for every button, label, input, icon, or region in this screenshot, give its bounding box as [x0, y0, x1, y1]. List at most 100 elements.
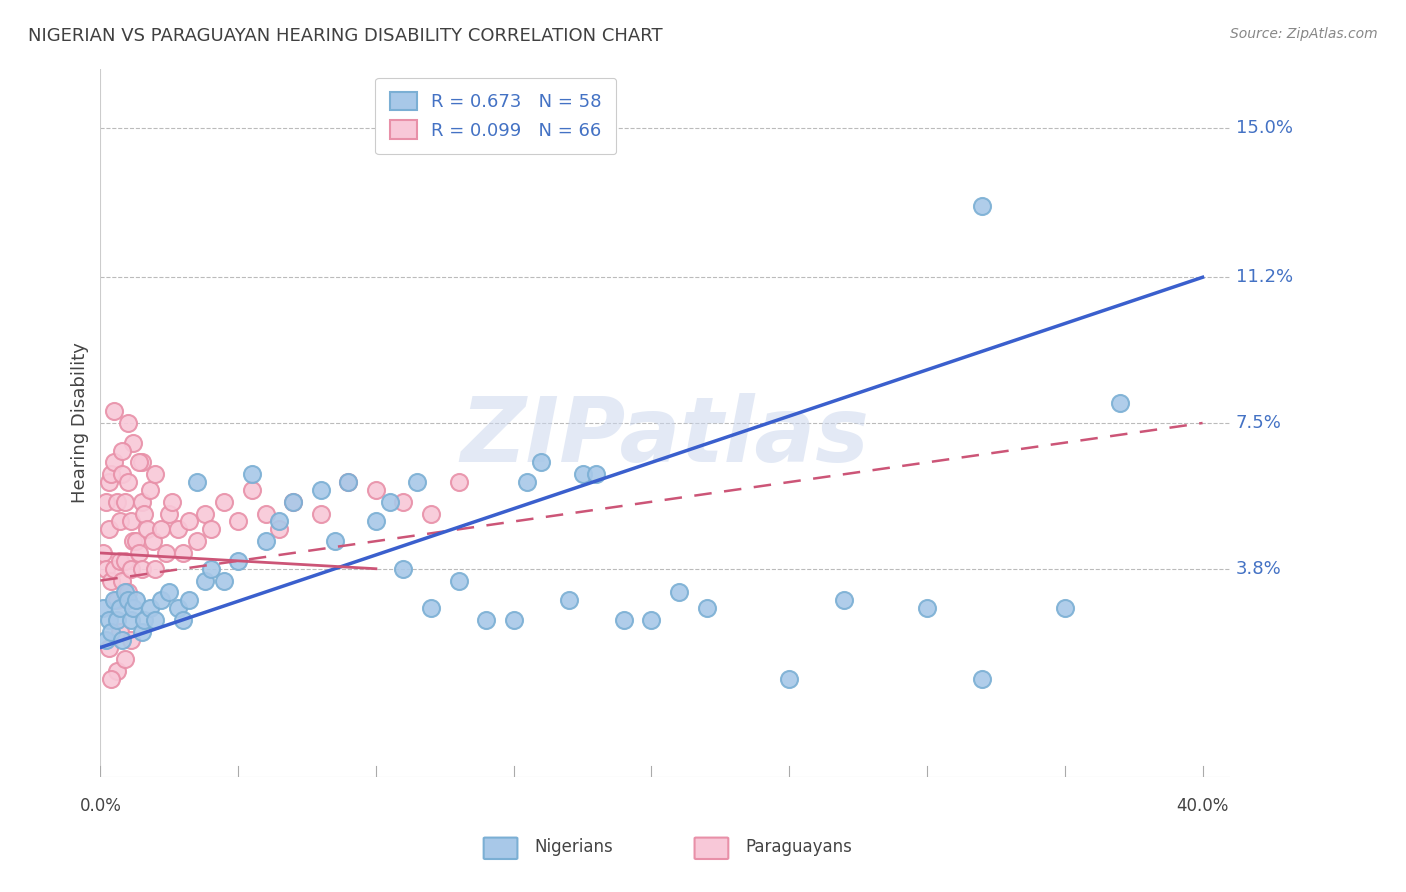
Point [214, 574, 236, 588]
Point [254, 507, 277, 521]
Point [337, 475, 360, 489]
Point [214, 495, 236, 509]
Point [240, 467, 263, 482]
Point [103, 455, 125, 469]
Point [94, 562, 117, 576]
Point [972, 199, 994, 213]
Point [834, 593, 856, 607]
Point [105, 495, 128, 509]
Point [447, 475, 470, 489]
Point [97, 522, 120, 536]
Point [186, 534, 208, 549]
Point [1053, 601, 1076, 615]
Point [145, 467, 167, 482]
Point [103, 593, 125, 607]
Point [226, 554, 249, 568]
Point [111, 574, 134, 588]
Point [194, 574, 217, 588]
Point [114, 652, 136, 666]
Point [172, 546, 194, 560]
Point [117, 416, 139, 430]
Point [157, 507, 180, 521]
Point [111, 443, 134, 458]
Point [157, 585, 180, 599]
Point [100, 672, 122, 686]
Point [149, 593, 172, 607]
Point [378, 495, 401, 509]
Point [172, 613, 194, 627]
Point [125, 534, 148, 549]
Point [269, 522, 291, 536]
Point [972, 672, 994, 686]
Point [108, 554, 131, 568]
Point [200, 522, 222, 536]
Point [309, 507, 332, 521]
Point [97, 640, 120, 655]
Point [105, 613, 128, 627]
Point [392, 562, 415, 576]
Point [145, 613, 167, 627]
Point [122, 534, 145, 549]
Point [120, 562, 142, 576]
Point [100, 574, 122, 588]
Point [105, 593, 128, 607]
Point [125, 593, 148, 607]
Point [269, 515, 291, 529]
Point [117, 593, 139, 607]
Point [131, 562, 153, 576]
Point [283, 495, 305, 509]
Point [585, 467, 607, 482]
Point [111, 467, 134, 482]
Point [668, 585, 690, 599]
Point [558, 593, 581, 607]
Point [114, 554, 136, 568]
Text: Nigerians: Nigerians [534, 838, 613, 856]
Point [97, 613, 120, 627]
Point [186, 475, 208, 489]
Point [145, 562, 167, 576]
Point [177, 593, 200, 607]
Point [117, 585, 139, 599]
Legend: R = 0.673   N = 58, R = 0.099   N = 66: R = 0.673 N = 58, R = 0.099 N = 66 [375, 78, 616, 154]
Point [155, 546, 177, 560]
Point [530, 455, 553, 469]
Point [103, 562, 125, 576]
Point [149, 522, 172, 536]
Point [447, 574, 470, 588]
Point [406, 475, 429, 489]
Point [122, 601, 145, 615]
Point [166, 522, 188, 536]
Point [200, 562, 222, 576]
Point [502, 613, 524, 627]
Point [91, 601, 114, 615]
Point [97, 475, 120, 489]
Point [120, 613, 142, 627]
Text: 40.0%: 40.0% [1177, 797, 1229, 815]
Text: 7.5%: 7.5% [1236, 414, 1281, 432]
Text: Source: ZipAtlas.com: Source: ZipAtlas.com [1230, 27, 1378, 41]
Point [392, 495, 415, 509]
Text: 0.0%: 0.0% [79, 797, 121, 815]
Point [114, 585, 136, 599]
Point [131, 495, 153, 509]
Point [778, 672, 800, 686]
Point [142, 534, 165, 549]
Point [226, 515, 249, 529]
Point [364, 515, 387, 529]
Point [139, 601, 162, 615]
Point [139, 483, 162, 497]
Point [91, 546, 114, 560]
Point [136, 522, 159, 536]
Text: 11.2%: 11.2% [1236, 268, 1292, 286]
Point [613, 613, 636, 627]
Point [166, 601, 188, 615]
Point [337, 475, 360, 489]
Point [134, 613, 156, 627]
Point [160, 495, 183, 509]
Point [240, 483, 263, 497]
Point [516, 475, 538, 489]
Point [108, 515, 131, 529]
Point [111, 632, 134, 647]
Point [100, 467, 122, 482]
Point [915, 601, 938, 615]
